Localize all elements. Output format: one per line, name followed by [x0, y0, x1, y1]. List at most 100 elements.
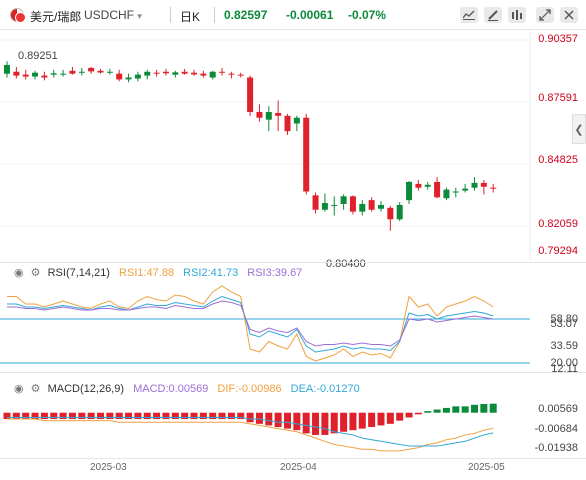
macd-histogram-bar — [12, 412, 20, 420]
macd-histogram-bar — [274, 412, 282, 427]
candle-body — [368, 200, 375, 210]
candle-body — [312, 195, 319, 210]
macd-histogram-bar — [452, 406, 460, 413]
chevron-left-icon[interactable]: ❮ — [572, 114, 586, 144]
macd-histogram-bar — [255, 412, 263, 424]
macd-histogram-bar — [218, 412, 226, 420]
candle-body — [13, 71, 20, 76]
candle-body — [22, 74, 29, 77]
swiss-flag-icon — [15, 12, 26, 23]
candle-body — [471, 182, 478, 188]
candle-body — [480, 182, 487, 187]
x-axis-label: 2025-05 — [468, 462, 505, 473]
candle-body — [50, 73, 57, 75]
macd-histogram-bar — [442, 407, 450, 413]
candle-body — [293, 117, 300, 124]
candle-body — [256, 111, 263, 118]
candle-body — [303, 117, 310, 192]
candle-body — [200, 73, 207, 76]
macd-histogram-bar — [106, 412, 114, 420]
rsi1-line — [7, 285, 494, 362]
candle-body — [462, 188, 469, 191]
macd-histogram-bar — [143, 412, 151, 420]
gear-icon[interactable]: ⚙ — [30, 267, 41, 279]
macd-histogram-bar — [31, 412, 39, 420]
close-icon[interactable] — [560, 7, 578, 23]
indicator-icon[interactable] — [460, 7, 478, 23]
pair-name: 美元/瑞郎 — [30, 10, 82, 24]
macd-histogram-bar — [227, 412, 235, 420]
macd-histogram-bar — [340, 412, 348, 432]
candle-body — [172, 72, 179, 75]
candle-body — [228, 73, 235, 75]
price-chart[interactable] — [0, 30, 586, 260]
eye-icon[interactable]: ◉ — [14, 267, 24, 279]
price-axis-label: 0.87591 — [538, 92, 578, 104]
macd-histogram-bar — [40, 412, 48, 420]
macd-histogram-bar — [368, 412, 376, 427]
macd-axis-label: -0.00684 — [534, 423, 578, 435]
rsi2-value: RSI2:41.73 — [183, 267, 239, 279]
macd-histogram-bar — [377, 412, 385, 426]
expand-icon[interactable] — [536, 7, 554, 23]
price-change-pct: -0.07% — [348, 8, 387, 22]
rsi-header: ◉ ⚙ RSI(7,14,21) RSI1:47.88 RSI2:41.73 R… — [14, 266, 302, 279]
macd-histogram-bar — [22, 412, 30, 420]
rsi3-value: RSI3:39.67 — [247, 267, 303, 279]
settings-icon[interactable] — [508, 7, 526, 23]
macd-axis-label: 0.00569 — [538, 403, 578, 415]
macd-histogram-bar — [489, 403, 497, 413]
rsi-axis-label: 53.07 — [550, 318, 578, 330]
x-axis-label: 2025-03 — [90, 462, 127, 473]
rsi-axis-label: 58.80 — [550, 313, 578, 325]
candle-body — [359, 203, 366, 212]
gear-icon[interactable]: ⚙ — [30, 383, 41, 395]
macd-chart[interactable] — [0, 396, 586, 460]
price-axis-label: 0.90357 — [538, 33, 578, 45]
macd-histogram-bar — [125, 412, 133, 420]
macd-histogram-bar — [78, 412, 86, 420]
divider — [170, 7, 171, 23]
macd-histogram-bar — [349, 412, 357, 431]
candle-body — [321, 203, 328, 210]
candle-body — [387, 207, 394, 220]
candle-body — [32, 72, 39, 77]
symbol-label: USDCHF — [84, 8, 134, 22]
x-axis-label: 2025-04 — [280, 462, 317, 473]
eye-icon[interactable]: ◉ — [14, 383, 24, 395]
macd-histogram-bar — [414, 412, 422, 415]
divider — [0, 458, 586, 459]
macd-histogram-bar — [284, 412, 291, 429]
candle-body — [60, 73, 67, 75]
draw-icon[interactable] — [484, 7, 502, 23]
symbol-selector[interactable]: USDCHF ▾ — [84, 8, 142, 22]
macd-histogram-bar — [424, 411, 432, 413]
candle-body — [396, 204, 403, 220]
candle-body — [340, 196, 347, 204]
candle-body — [125, 77, 132, 80]
macd-histogram-bar — [358, 412, 366, 429]
candle-body — [247, 77, 254, 112]
macd-header: ◉ ⚙ MACD(12,26,9) MACD:0.00569 DIF:-0.00… — [14, 382, 360, 395]
candle-body — [237, 74, 244, 76]
candle-body — [415, 183, 422, 188]
period-selector[interactable]: 日K — [180, 10, 201, 24]
candle-body — [97, 70, 104, 73]
candle-body — [406, 181, 413, 201]
chevron-down-icon: ▾ — [137, 11, 142, 21]
dea-line — [7, 416, 494, 447]
macd-histogram-bar — [321, 412, 329, 435]
rsi-chart[interactable] — [0, 282, 586, 370]
candle-body — [69, 70, 76, 74]
candle-body — [162, 71, 169, 74]
macd-histogram-bar — [265, 412, 273, 426]
macd-histogram-bar — [471, 404, 478, 413]
macd-histogram-bar — [87, 412, 95, 420]
candle-body — [349, 196, 356, 212]
candle-body — [209, 71, 216, 78]
candle-body — [265, 111, 272, 120]
last-price: 0.82597 — [224, 8, 268, 22]
candle-body — [275, 112, 282, 116]
macd-histogram-bar — [134, 412, 142, 420]
macd-histogram-bar — [97, 412, 104, 420]
